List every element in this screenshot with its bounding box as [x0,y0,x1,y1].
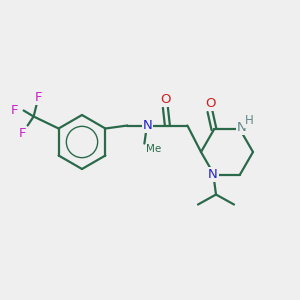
Text: N: N [208,168,218,181]
Text: O: O [160,93,171,106]
Text: N: N [142,119,152,132]
Text: F: F [19,127,26,140]
Text: N: N [237,121,247,134]
Text: H: H [244,114,253,127]
Text: F: F [35,91,42,104]
Text: Me: Me [146,143,162,154]
Text: O: O [205,97,215,110]
Text: F: F [11,104,18,117]
